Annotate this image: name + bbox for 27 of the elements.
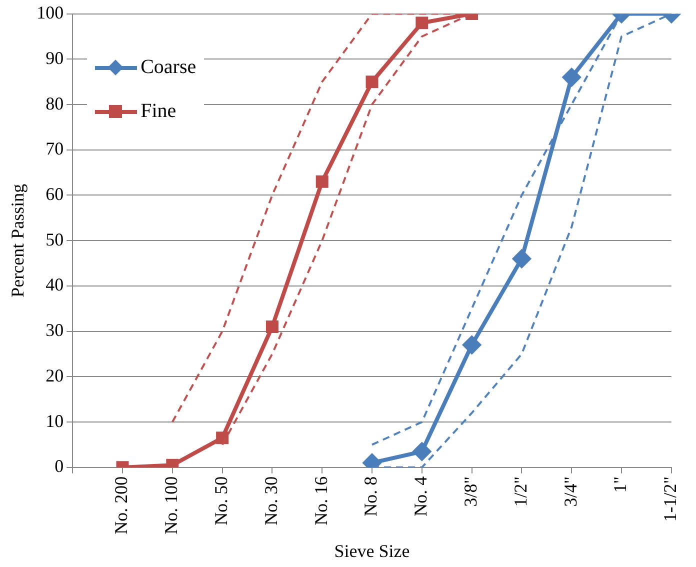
legend-label: Fine — [140, 100, 176, 124]
x-tick-label: No. 4 — [410, 476, 431, 516]
y-tick-label: 20 — [46, 365, 64, 386]
x-tick-label: 1-1/2" — [660, 476, 680, 522]
x-tick-label: 1" — [610, 476, 630, 493]
y-tick-label: 80 — [46, 93, 64, 114]
y-tick-label: 50 — [46, 229, 64, 250]
y-tick-label: 30 — [46, 320, 64, 340]
x-tick-label: No. 100 — [161, 476, 182, 534]
x-axis-title: Sieve Size — [334, 540, 410, 561]
y-tick-label: 40 — [46, 274, 64, 295]
x-tick-label: No. 16 — [310, 476, 331, 526]
x-tick-label: 3/8" — [460, 476, 481, 507]
y-axis-title: Percent Passing — [8, 184, 28, 298]
x-tick-label: 3/4" — [560, 476, 580, 507]
y-tick-label: 10 — [46, 410, 64, 431]
y-tick-label: 90 — [46, 48, 64, 68]
legend-label: Coarse — [140, 56, 196, 80]
y-tick-label: 70 — [46, 138, 64, 159]
x-tick-label: No. 200 — [111, 476, 132, 534]
y-tick-label: 0 — [54, 456, 64, 476]
y-tick-label: 100 — [36, 2, 64, 23]
x-tick-label: 1/2" — [510, 476, 530, 507]
x-tick-label: No. 8 — [360, 476, 381, 516]
x-tick-label: No. 50 — [211, 476, 232, 526]
y-tick-label: 60 — [46, 184, 64, 204]
x-tick-label: No. 30 — [260, 476, 281, 526]
